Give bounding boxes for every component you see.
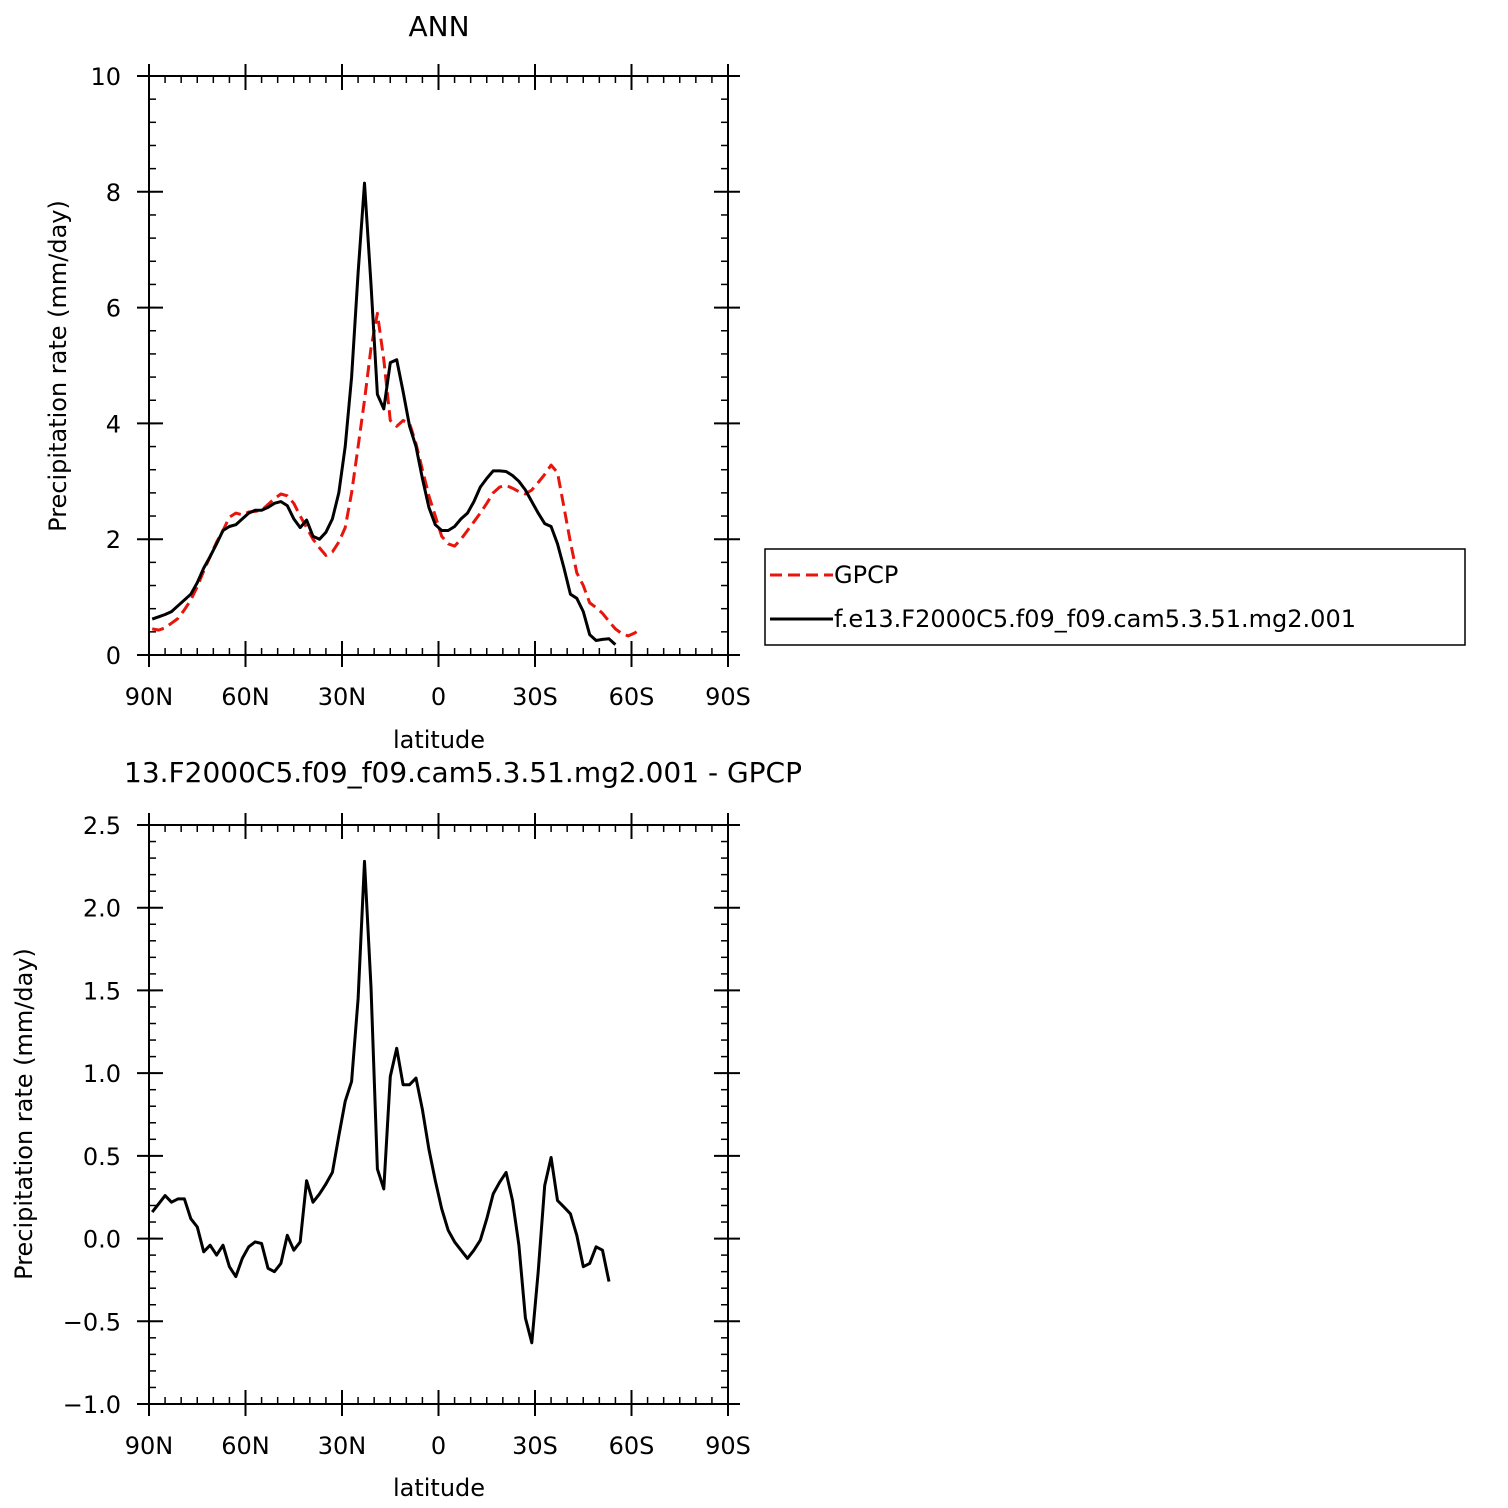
top-chart: ANN latitude Precipitation rate (mm/day)… xyxy=(44,10,751,754)
top-chart-xlabel: latitude xyxy=(393,726,485,754)
x-tick-label: 30N xyxy=(318,683,367,711)
x-tick-label: 30S xyxy=(512,1432,558,1460)
y-tick-label: 0 xyxy=(106,642,121,670)
y-tick-label: 2.5 xyxy=(83,812,121,840)
series-line-gpcp xyxy=(151,311,642,638)
bottom-chart-title: 13.F2000C5.f09_f09.cam5.3.51.mg2.001 - G… xyxy=(124,756,802,789)
series-line-difference xyxy=(151,859,611,1345)
y-tick-label: 6 xyxy=(106,295,121,323)
series-line-f-e13-f2000c5-f09-f09-cam5-3-51-mg2-001 xyxy=(151,181,617,646)
y-tick-label: 0.0 xyxy=(83,1226,121,1254)
x-tick-label: 60N xyxy=(221,683,270,711)
x-tick-label: 90N xyxy=(125,1432,174,1460)
y-tick-label: −0.5 xyxy=(63,1308,121,1336)
y-tick-label: 1.0 xyxy=(83,1060,121,1088)
x-tick-label: 60S xyxy=(609,683,655,711)
y-tick-label: 4 xyxy=(106,410,121,438)
y-tick-label: 2 xyxy=(106,526,121,554)
x-tick-label: 60N xyxy=(221,1432,270,1460)
legend-label-model: f.e13.F2000C5.f09_f09.cam5.3.51.mg2.001 xyxy=(834,605,1356,633)
y-tick-label: 8 xyxy=(106,179,121,207)
x-tick-label: 0 xyxy=(431,683,446,711)
x-tick-label: 0 xyxy=(431,1432,446,1460)
legend-box xyxy=(764,548,1466,646)
top-chart-title: ANN xyxy=(408,10,469,43)
top-chart-ylabel: Precipitation rate (mm/day) xyxy=(44,200,72,532)
top-chart-axes: 90N 60N 30N 0 30S 60S 90S 0 2 4 6 8 10 xyxy=(90,63,750,711)
bottom-chart-xlabel: latitude xyxy=(393,1474,485,1502)
y-tick-label: 1.5 xyxy=(83,977,121,1005)
x-tick-label: 90S xyxy=(705,1432,751,1460)
bottom-chart-ylabel: Precipitation rate (mm/day) xyxy=(10,948,38,1280)
x-tick-label: 60S xyxy=(609,1432,655,1460)
y-tick-label: 10 xyxy=(90,63,121,91)
bottom-chart-axes: 90N 60N 30N 0 30S 60S 90S −1.0 −0.5 0.0 0.5 1.0 1.5 2… xyxy=(63,812,751,1460)
y-tick-label: 0.5 xyxy=(83,1143,121,1171)
plot-frame xyxy=(148,824,729,1405)
plot-frame xyxy=(148,75,729,656)
x-tick-label: 30S xyxy=(512,683,558,711)
top-chart-series xyxy=(151,181,642,646)
legend-label-gpcp: GPCP xyxy=(834,561,898,589)
y-tick-label: −1.0 xyxy=(63,1391,121,1419)
x-tick-label: 30N xyxy=(318,1432,367,1460)
legend: GPCP f.e13.F2000C5.f09_f09.cam5.3.51.mg2… xyxy=(764,548,1466,646)
x-tick-label: 90N xyxy=(125,683,174,711)
y-tick-label: 2.0 xyxy=(83,895,121,923)
bottom-chart: 13.F2000C5.f09_f09.cam5.3.51.mg2.001 - G… xyxy=(10,756,802,1502)
x-tick-label: 90S xyxy=(705,683,751,711)
bottom-chart-series xyxy=(151,859,611,1345)
